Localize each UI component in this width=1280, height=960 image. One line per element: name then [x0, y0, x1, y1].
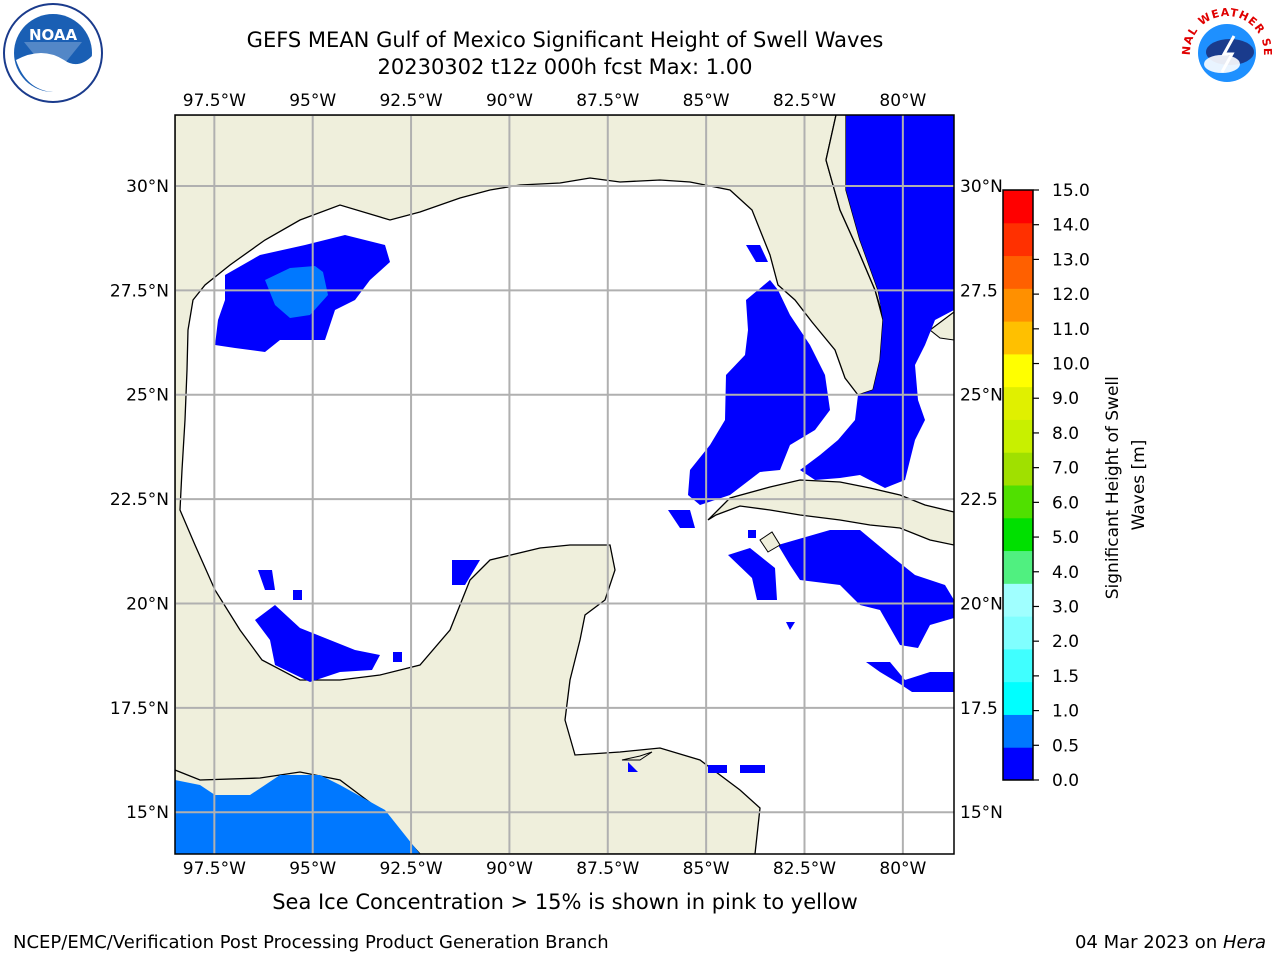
colorbar-tick-label: 10.0	[1052, 355, 1090, 375]
colorbar-swatch	[1003, 452, 1033, 486]
lon-tick-label-top: 82.5°W	[773, 91, 836, 111]
lat-tick-label-right: 15°N	[960, 803, 1003, 823]
lon-tick-label-top: 95°W	[289, 91, 336, 111]
colorbar-tick-label: 6.0	[1052, 493, 1079, 513]
colorbar-tick-label: 2.0	[1052, 632, 1079, 652]
lat-tick-label-left: 15°N	[126, 803, 169, 823]
footer-credit: NCEP/EMC/Verification Post Processing Pr…	[13, 932, 609, 953]
colorbar-swatch	[1003, 321, 1033, 355]
lon-labels-top: 97.5°W 95°W 92.5°W 90°W 87.5°W 85°W 82.5°W 80°W	[183, 91, 927, 111]
colorbar-tick-label: 8.0	[1052, 424, 1079, 444]
map-title: GEFS MEAN Gulf of Mexico Significant Hei…	[246, 28, 884, 52]
colorbar-tick-label: 4.0	[1052, 563, 1079, 583]
colorbar-swatch	[1003, 714, 1033, 748]
lat-tick-label-left: 20°N	[126, 594, 169, 614]
lat-tick-label-right: 27.5	[960, 281, 998, 301]
noaa-logo-icon: NOAA	[3, 3, 103, 103]
colorbar-tick-label: 3.0	[1052, 597, 1079, 617]
colorbar-tick-label: 7.0	[1052, 459, 1079, 479]
lat-tick-label-right: 30°N	[960, 177, 1003, 197]
colorbar-tick-label: 13.0	[1052, 250, 1090, 270]
colorbar-tick-label: 14.0	[1052, 216, 1090, 236]
lon-tick-label-top: 80°W	[879, 91, 926, 111]
land-bahamas	[929, 311, 954, 341]
lon-tick-label-bottom: 95°W	[289, 859, 336, 879]
colorbar-tick-label: 0.0	[1052, 771, 1079, 791]
colorbar-swatch	[1003, 681, 1033, 715]
map-subtitle: 20230302 t12z 000h fcst Max: 1.00	[377, 55, 753, 79]
lat-tick-label-left: 27.5°N	[110, 281, 169, 301]
colorbar-tick-label: 12.0	[1052, 285, 1090, 305]
lat-tick-label-left: 30°N	[126, 177, 169, 197]
colorbar-swatch	[1003, 616, 1033, 650]
colorbar-tick-label: 15.0	[1052, 181, 1090, 201]
colorbar-label-line2: Waves [m]	[1129, 440, 1149, 531]
sea-ice-note: Sea Ice Concentration > 15% is shown in …	[272, 890, 858, 914]
colorbar-swatch	[1003, 190, 1033, 224]
colorbar-tick-label: 11.0	[1052, 320, 1090, 340]
colorbar-swatch	[1003, 222, 1033, 257]
colorbar-swatch	[1003, 353, 1033, 388]
lon-tick-label-bottom: 90°W	[486, 859, 533, 879]
colorbar-swatch	[1003, 255, 1033, 289]
lon-tick-label-bottom: 87.5°W	[576, 859, 639, 879]
lat-tick-label-right: 20°N	[960, 594, 1003, 614]
colorbar-tick-label: 1.0	[1052, 702, 1079, 722]
footer-date-text: 04 Mar 2023 on	[1074, 932, 1223, 953]
colorbar-swatch	[1003, 583, 1033, 617]
colorbar-frame	[1002, 189, 1034, 781]
colorbar-tick-label: 9.0	[1052, 389, 1079, 409]
colorbar-swatch	[1003, 517, 1033, 552]
lon-tick-label-top: 85°W	[683, 91, 730, 111]
lat-tick-label-left: 22.5°N	[110, 490, 169, 510]
colorbar-tick-labels: 15.0 14.0 13.0 12.0 11.0 10.0 9.0 8.0 7.0 6.0 5.0 4…	[1033, 181, 1090, 791]
nws-logo-icon: NATIONAL WEATHER SERVICE	[1176, 2, 1276, 102]
lon-tick-label-bottom: 80°W	[879, 859, 926, 879]
lat-labels-left: 30°N 27.5°N 25°N 22.5°N 20°N 17.5°N 15°N	[110, 177, 169, 823]
lon-tick-label-top: 87.5°W	[576, 91, 639, 111]
colorbar-swatch	[1003, 648, 1033, 683]
lon-tick-label-top: 97.5°W	[183, 91, 246, 111]
lat-tick-label-right: 25°N	[960, 386, 1003, 406]
small-islands	[621, 531, 781, 761]
land-cuba	[707, 479, 954, 546]
lon-tick-label-bottom: 85°W	[683, 859, 730, 879]
colorbar-swatch	[1003, 419, 1033, 453]
colorbar-tick-label: 1.5	[1052, 667, 1079, 687]
lat-tick-label-right: 22.5	[960, 490, 998, 510]
lon-tick-label-top: 90°W	[486, 91, 533, 111]
colorbar-swatch	[1003, 288, 1033, 322]
lat-tick-label-right: 17.5	[960, 699, 998, 719]
lon-tick-label-bottom: 92.5°W	[379, 859, 442, 879]
colorbar-swatch	[1003, 386, 1033, 420]
lat-tick-label-left: 17.5°N	[110, 699, 169, 719]
lon-tick-label-bottom: 82.5°W	[773, 859, 836, 879]
lat-tick-label-left: 25°N	[126, 386, 169, 406]
colorbar-tick-label: 0.5	[1052, 736, 1079, 756]
colorbar	[1002, 189, 1034, 781]
lat-labels-right: 30°N 27.5 25°N 22.5 20°N 17.5 15°N	[960, 177, 1003, 823]
graticule	[175, 115, 954, 854]
footer-date: 04 Mar 2023 on Hera	[1075, 932, 1266, 953]
map-frame	[174, 114, 955, 855]
colorbar-tick-label: 5.0	[1052, 528, 1079, 548]
colorbar-label: Significant Height of Swell Waves [m]	[1103, 371, 1149, 600]
colorbar-swatch	[1003, 550, 1033, 584]
colorbar-label-line1: Significant Height of Swell	[1103, 376, 1123, 599]
colorbar-swatch	[1003, 485, 1033, 519]
colorbar-swatch	[1003, 747, 1033, 781]
lon-labels-bottom: 97.5°W 95°W 92.5°W 90°W 87.5°W 85°W 82.5°W 80°W	[183, 859, 927, 879]
noaa-logo-text: NOAA	[29, 26, 78, 44]
lon-tick-label-top: 92.5°W	[379, 91, 442, 111]
lon-tick-label-bottom: 97.5°W	[183, 859, 246, 879]
footer-host: Hera	[1222, 932, 1266, 953]
